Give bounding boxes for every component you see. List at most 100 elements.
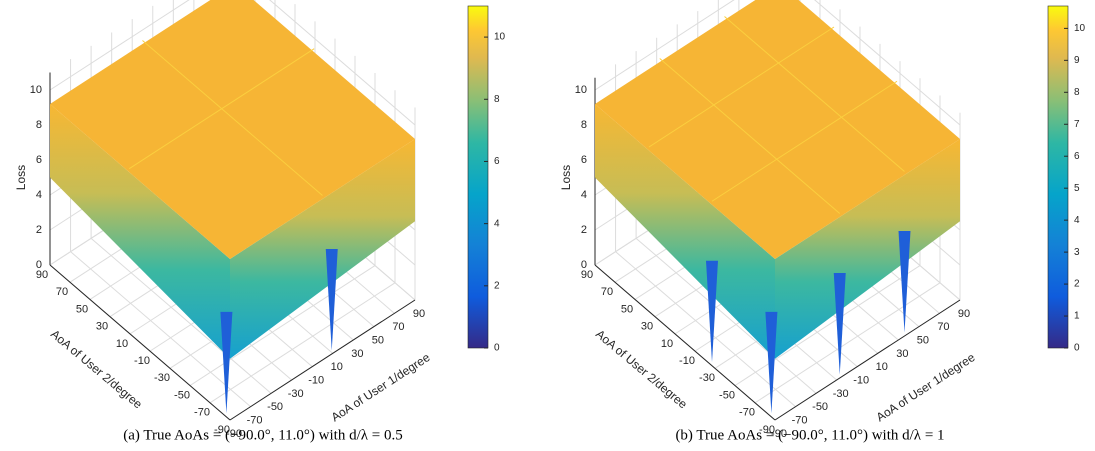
x-tick-label: 10 xyxy=(876,361,888,373)
y-tick-label: 70 xyxy=(56,286,68,298)
z-tick-label: 0 xyxy=(581,259,587,271)
y-tick-label: -10 xyxy=(679,355,695,367)
surface-wall xyxy=(230,139,415,359)
grid-line xyxy=(734,265,921,386)
grid-line xyxy=(594,0,735,91)
x-tick-label: -10 xyxy=(853,375,869,387)
surface-dip xyxy=(898,231,911,333)
surface-wall xyxy=(50,104,230,359)
y-tick-label: 10 xyxy=(661,338,673,350)
z-tick-label: 4 xyxy=(36,189,42,201)
surface-wall xyxy=(775,139,960,359)
y-tick-label: -10 xyxy=(134,355,150,367)
x-axis-label: AoA of User 1/degree xyxy=(329,350,433,424)
grid-line xyxy=(209,282,396,404)
grid-line xyxy=(754,282,941,404)
colorbar-tick-label: 3 xyxy=(1074,247,1080,258)
axis-line xyxy=(594,264,776,421)
z-tick-label: 10 xyxy=(30,84,42,96)
axis-line xyxy=(774,299,961,421)
surface-ridge xyxy=(724,16,905,172)
surface-top xyxy=(595,0,960,259)
z-tick-label: 6 xyxy=(36,154,42,166)
y-tick-label: 90 xyxy=(36,269,48,281)
colorbar-tick-label: 5 xyxy=(1074,183,1080,194)
surface-dip xyxy=(765,311,778,414)
surface-ridge xyxy=(659,58,841,214)
y-tick-label: -30 xyxy=(699,372,715,384)
grid-line xyxy=(189,265,376,386)
axis-line xyxy=(229,299,416,421)
x-tick-label: 70 xyxy=(392,321,404,333)
surface-wall xyxy=(595,104,775,359)
surface-top xyxy=(50,0,415,259)
x-tick-label: -50 xyxy=(267,401,283,413)
colorbar-tick-label: 8 xyxy=(1074,87,1080,98)
z-axis-label: Loss xyxy=(14,165,28,190)
x-tick-label: -10 xyxy=(308,375,324,387)
grid-line xyxy=(615,251,796,408)
colorbar-tick-label: 0 xyxy=(494,343,500,354)
x-tick-label: -50 xyxy=(812,401,828,413)
y-tick-label: -70 xyxy=(739,407,755,419)
surface-dip xyxy=(833,273,846,375)
surface-dip xyxy=(220,311,233,414)
x-tick-label: -70 xyxy=(792,415,808,427)
colorbar-tick-label: 10 xyxy=(1074,23,1086,34)
grid-line xyxy=(269,0,416,126)
x-tick-label: 70 xyxy=(937,321,949,333)
y-tick-label: 50 xyxy=(621,303,633,315)
y-tick-label: 50 xyxy=(76,303,88,315)
colorbar-tick-label: 4 xyxy=(494,218,500,229)
y-tick-label: -50 xyxy=(174,389,190,401)
z-tick-label: 2 xyxy=(581,224,587,236)
caption: (b) True AoAs = (−90.0°, 11.0°) with d/λ… xyxy=(675,427,944,443)
colorbar-tick-label: 10 xyxy=(494,32,506,43)
z-tick-label: 8 xyxy=(36,119,42,131)
grid-line xyxy=(90,237,272,394)
surface-ridge xyxy=(648,26,835,148)
x-tick-label: -30 xyxy=(288,388,304,400)
y-tick-label: -50 xyxy=(719,389,735,401)
x-tick-label: 90 xyxy=(958,308,970,320)
colorbar-tick-label: 7 xyxy=(1074,119,1080,130)
y-tick-label: -30 xyxy=(154,372,170,384)
x-tick-label: 10 xyxy=(331,361,343,373)
grid-line xyxy=(49,0,190,91)
colorbar-tick-label: 0 xyxy=(1074,343,1080,354)
z-tick-label: 2 xyxy=(36,224,42,236)
x-tick-label: -70 xyxy=(247,415,263,427)
surface-dip xyxy=(706,260,718,363)
x-tick-label: 50 xyxy=(372,335,384,347)
colorbar-tick-label: 8 xyxy=(494,94,500,105)
x-tick-label: -90 xyxy=(226,428,242,440)
x-tick-label: 30 xyxy=(896,348,908,360)
grid-line xyxy=(70,251,251,408)
y-tick-label: 30 xyxy=(96,321,108,333)
z-axis-label: Loss xyxy=(559,165,573,190)
surface-ridge xyxy=(128,48,315,170)
caption: (a) True AoAs = (−90.0°, 11.0°) with d/λ… xyxy=(123,427,403,443)
axis-line xyxy=(49,264,231,421)
colorbar-tick-label: 1 xyxy=(1074,311,1080,322)
x-tick-label: -90 xyxy=(771,428,787,440)
x-tick-label: 30 xyxy=(351,348,363,360)
y-tick-label: 90 xyxy=(581,269,593,281)
y-tick-label: -90 xyxy=(759,424,775,436)
colorbar-tick-label: 9 xyxy=(1074,55,1080,66)
y-tick-label: 30 xyxy=(641,321,653,333)
colorbar-tick-label: 6 xyxy=(494,156,500,167)
colorbar xyxy=(467,5,489,349)
z-tick-label: 10 xyxy=(575,84,587,96)
z-tick-label: 8 xyxy=(581,119,587,131)
grid-line xyxy=(635,237,817,394)
y-tick-label: 70 xyxy=(601,286,613,298)
x-tick-label: -30 xyxy=(833,388,849,400)
z-tick-label: 0 xyxy=(36,259,42,271)
y-axis-label: AoA of User 2/degree xyxy=(593,327,690,412)
y-tick-label: -70 xyxy=(194,407,210,419)
colorbar xyxy=(1047,5,1069,349)
x-axis-label: AoA of User 1/degree xyxy=(874,350,978,424)
